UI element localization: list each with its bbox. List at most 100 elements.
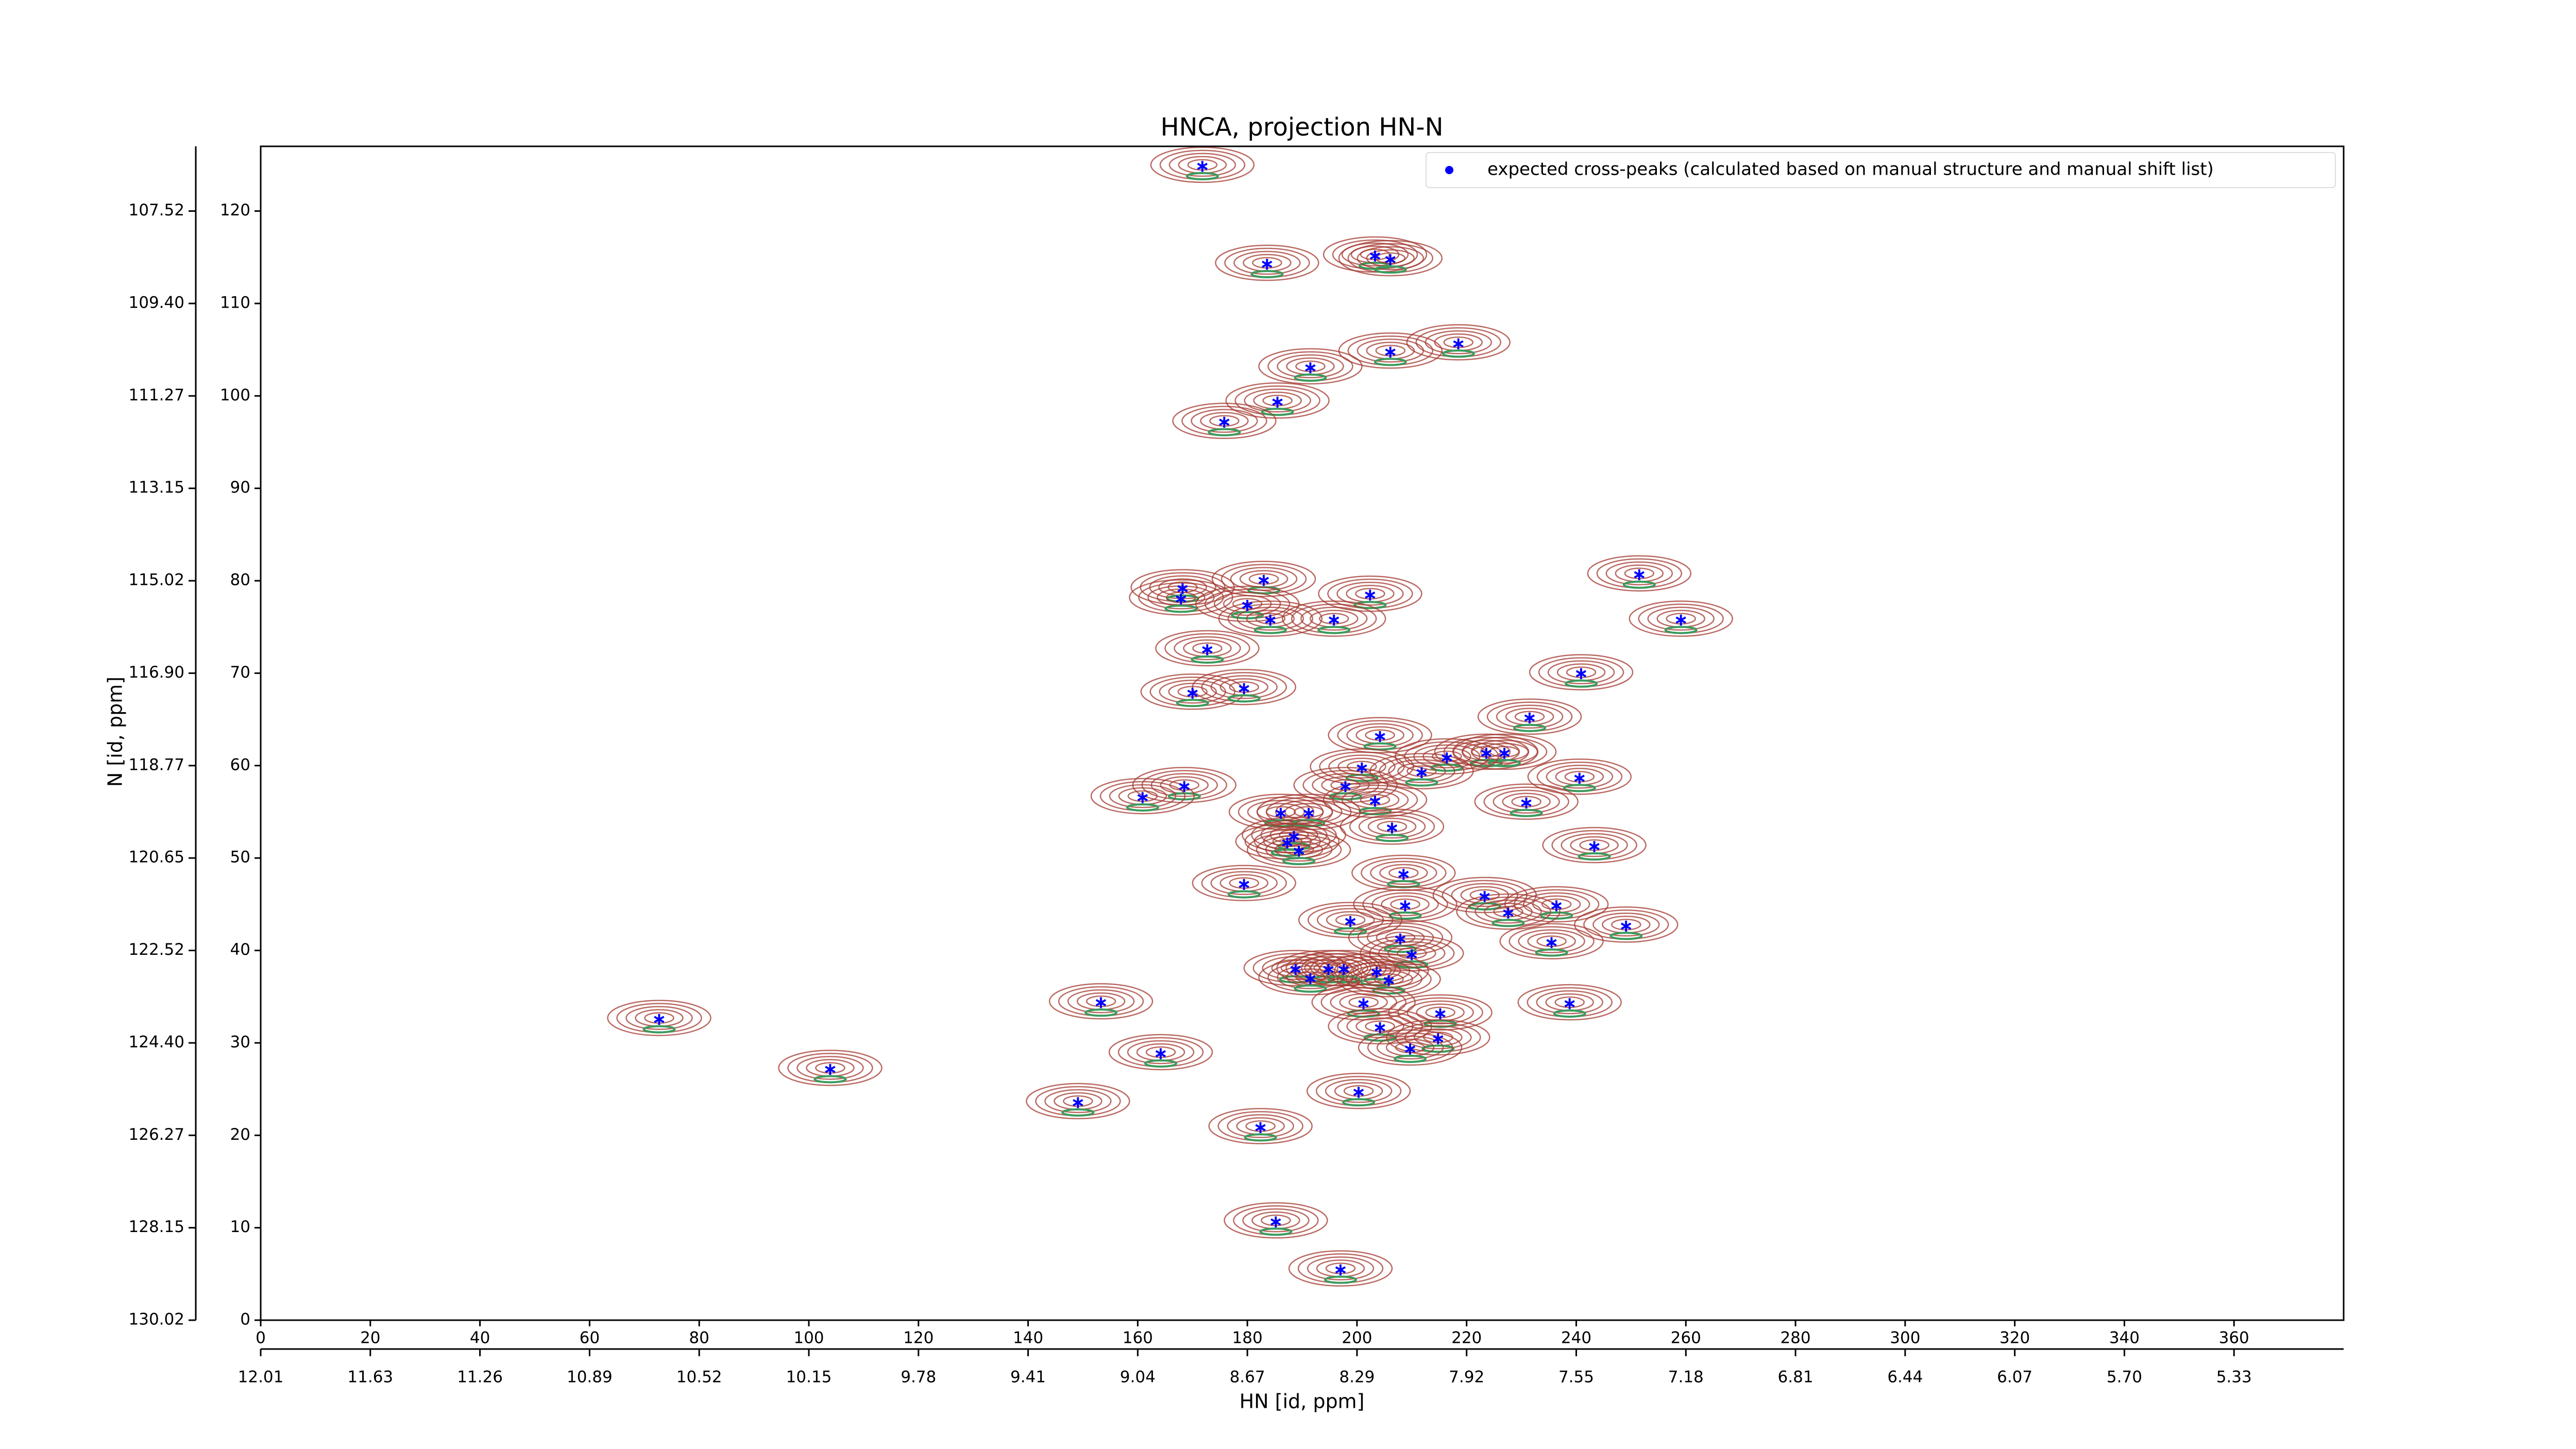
- contour-ring: [1335, 914, 1366, 926]
- peak-marker: ∗: [1501, 903, 1516, 923]
- contour-ring: [1236, 606, 1304, 631]
- y2-tick-label: 128.15: [129, 1218, 184, 1236]
- contour-ring: [1493, 789, 1560, 814]
- contour-ring: [1244, 1133, 1277, 1142]
- contour-ring: [1522, 892, 1590, 917]
- y-tick-label: 0: [240, 1310, 250, 1329]
- peak-marker: ∗: [1288, 959, 1303, 980]
- y-tick-label: 120: [220, 201, 250, 220]
- contour-ring: [1253, 626, 1287, 634]
- contour-ring: [1357, 339, 1425, 363]
- contour-ring: [1328, 717, 1432, 753]
- x-tick-label: 100: [793, 1329, 824, 1347]
- peak-marker: ∗: [1260, 254, 1275, 275]
- contour-ring: [1295, 360, 1326, 373]
- peak-marker: ∗: [1433, 1003, 1448, 1024]
- x-tick-label: 140: [1013, 1329, 1043, 1347]
- contour-ring: [1307, 1256, 1375, 1280]
- contour-ring: [1244, 389, 1311, 413]
- peak-marker: ∗: [1136, 787, 1150, 807]
- peak-marker: ∗: [1185, 683, 1200, 703]
- contour-ring: [1406, 324, 1511, 361]
- contour-ring: [1191, 655, 1224, 664]
- contour-ring: [1564, 771, 1595, 783]
- contour-ring: [1262, 395, 1293, 407]
- contour-ring: [1605, 561, 1673, 585]
- contour-ring: [1127, 1040, 1195, 1065]
- peak-marker: ∗: [1217, 412, 1232, 432]
- x-tick-label: 160: [1123, 1329, 1153, 1347]
- contour-ring: [1388, 911, 1422, 920]
- contour-ring: [1370, 861, 1437, 885]
- x2-tick-label: 6.44: [1887, 1368, 1923, 1387]
- contour-ring: [1192, 865, 1296, 901]
- contour-ring: [1456, 893, 1561, 930]
- peak-marker: ∗: [1175, 578, 1190, 599]
- x-tick-label: 60: [580, 1329, 600, 1347]
- peak-marker: ∗: [1286, 826, 1301, 847]
- contour-ring: [1172, 402, 1277, 439]
- peak-marker: ∗: [1263, 610, 1278, 630]
- y2-tick-label: 122.52: [129, 940, 184, 959]
- x-tick-label: 180: [1232, 1329, 1263, 1347]
- x-tick-label: 220: [1451, 1329, 1482, 1347]
- contour-ring: [1547, 660, 1615, 684]
- contour-ring: [1377, 820, 1408, 833]
- contour-ring: [1488, 759, 1521, 767]
- x2-tick-label: 5.70: [2107, 1368, 2142, 1387]
- peak-contours: [607, 1000, 711, 1036]
- contour-ring: [1227, 890, 1261, 899]
- peak-contours: [1048, 983, 1154, 1020]
- contour-ring: [1535, 948, 1568, 957]
- contour-ring: [1574, 906, 1679, 943]
- contour-ring: [1144, 1059, 1178, 1068]
- contour-ring: [1306, 1072, 1411, 1109]
- peak-marker: ∗: [1274, 803, 1289, 823]
- contour-ring: [1421, 1044, 1455, 1053]
- peak-contours: [1318, 575, 1422, 612]
- peak-marker: ∗: [1574, 663, 1589, 684]
- y-tick-label: 110: [220, 293, 250, 312]
- peak-contours: [1150, 146, 1255, 183]
- peak-marker: ∗: [1174, 588, 1189, 609]
- contour-ring: [1325, 1262, 1356, 1274]
- contour-ring: [1300, 606, 1368, 631]
- contour-ring: [1044, 1089, 1112, 1114]
- peak-marker: ∗: [1195, 156, 1210, 176]
- contour-ring: [1518, 929, 1585, 953]
- contour-ring: [1358, 814, 1426, 839]
- x-tick-label: 240: [1561, 1329, 1591, 1347]
- peak-contours: [1542, 827, 1647, 864]
- contour-ring: [1517, 984, 1622, 1021]
- contour-ring: [1147, 585, 1215, 610]
- peak-contours: [1338, 240, 1443, 277]
- contour-ring: [1388, 867, 1419, 879]
- peak-marker: ∗: [1301, 803, 1316, 823]
- legend-label: expected cross-peaks (calculated based o…: [1487, 159, 2214, 180]
- contour-ring: [1514, 711, 1545, 722]
- x-tick-label: 360: [2219, 1329, 2249, 1347]
- x-tick-label: 280: [1780, 1329, 1810, 1347]
- contour-ring: [1328, 754, 1396, 779]
- contour-ring: [1496, 704, 1564, 729]
- peak-marker: ∗: [1562, 993, 1577, 1014]
- contour-ring: [1048, 983, 1154, 1020]
- peak-marker: ∗: [1303, 357, 1318, 378]
- y2-tick-label: 111.27: [129, 386, 184, 405]
- x-tick-label: 40: [470, 1329, 490, 1347]
- y2-tick-label: 130.02: [129, 1310, 184, 1329]
- x2-tick-label: 11.26: [457, 1368, 503, 1387]
- contour-ring: [1369, 753, 1474, 789]
- peak-contours: [1574, 906, 1679, 943]
- contour-ring: [1185, 172, 1219, 180]
- peak-marker: ∗: [1403, 1038, 1418, 1059]
- contour-ring: [1355, 587, 1385, 600]
- peak-contours: [1629, 600, 1733, 637]
- y2-tick-label: 107.52: [129, 201, 184, 220]
- x-tick-label: 320: [1999, 1329, 2030, 1347]
- contour-ring: [1208, 428, 1241, 436]
- peak-contours: [1246, 831, 1351, 868]
- contour-ring: [1527, 759, 1632, 795]
- contour-ring: [1394, 1054, 1427, 1063]
- x-tick-label: 260: [1671, 1329, 1701, 1347]
